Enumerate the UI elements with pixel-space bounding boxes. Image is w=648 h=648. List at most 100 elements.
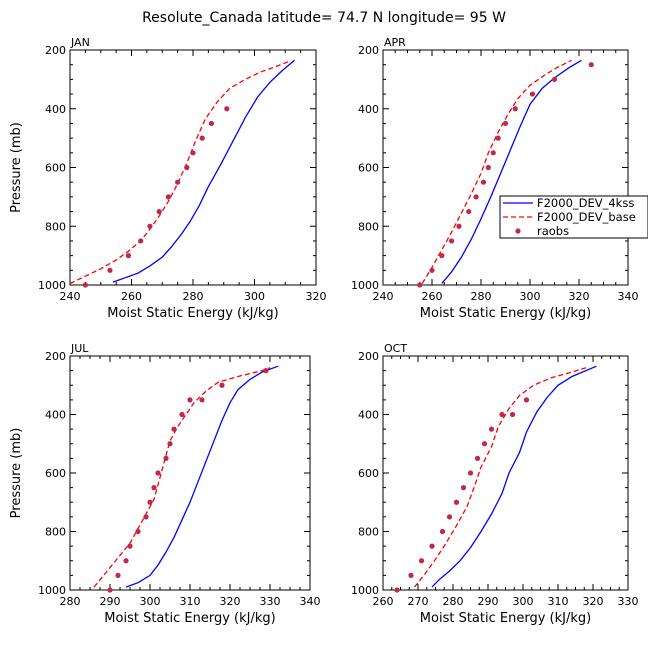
x-tick-label: 260	[422, 290, 443, 303]
y-tick-label: 200	[45, 350, 66, 363]
y-tick-label: 200	[45, 44, 66, 57]
raobs-point	[446, 514, 453, 520]
legend-label-4kss: F2000_DEV_4kss	[537, 196, 634, 210]
raobs-point	[588, 62, 594, 68]
raobs-point	[147, 499, 153, 505]
plot-frame	[382, 49, 629, 286]
raobs-point	[219, 382, 225, 388]
x-tick-label: 340	[300, 595, 321, 608]
raobs-point	[495, 135, 501, 141]
raobs-point	[208, 120, 215, 127]
plot-frame	[69, 355, 311, 591]
raobs-point	[418, 558, 425, 564]
legend-label-base: F2000_DEV_base	[537, 210, 636, 224]
x-tick-label: 320	[306, 290, 327, 303]
x-tick-label: 310	[180, 595, 201, 608]
raobs-point	[408, 572, 414, 578]
x-tick-label: 310	[548, 595, 569, 608]
y-tick-label: 600	[45, 467, 66, 480]
x-tick-label: 260	[121, 290, 142, 303]
y-axis-label: Pressure (mb)	[9, 428, 24, 519]
panel-label: APR	[384, 36, 406, 49]
x-axis-label: Moist Static Energy (kJ/kg)	[104, 611, 275, 626]
figure-title: Resolute_Canada latitude= 74.7 N longitu…	[142, 10, 506, 26]
series-line-base	[69, 61, 289, 285]
x-tick-label: 320	[583, 595, 604, 608]
panels-group: JAN 240 260 280 300 320 200 400 600 800 1000 Moist …	[9, 36, 639, 626]
y-tick-label: 600	[45, 162, 66, 175]
panel-oct: OCT 260 270 280 290 300 310 320 330 200 400 600 800 1…	[351, 342, 639, 626]
y-tick-label: 600	[358, 467, 379, 480]
series-line-4kss	[112, 59, 295, 283]
panel-jul: JUL 280 290 300 310 320 330 340 200 400 600 800 1000…	[9, 342, 321, 626]
legend-label-raobs: raobs	[537, 224, 569, 238]
raobs-point	[147, 223, 153, 229]
x-tick-label: 280	[471, 290, 492, 303]
raobs-point	[460, 485, 467, 491]
plot-frame	[69, 49, 317, 286]
raobs-point	[485, 164, 491, 171]
raobs-point	[490, 150, 496, 156]
raobs-point	[165, 194, 171, 200]
raobs-point	[224, 106, 230, 112]
x-tick-label: 240	[373, 290, 394, 303]
y-tick-label: 1000	[351, 279, 379, 292]
y-axis-label: Pressure (mb)	[9, 122, 24, 213]
panel-label: OCT	[384, 342, 407, 355]
raobs-point	[523, 397, 530, 403]
raobs-point	[480, 179, 487, 185]
y-tick-label: 800	[358, 526, 379, 539]
panel-apr: APR 240 260 280 300 320 340 200 400 600 800 1000 Moi…	[351, 36, 639, 321]
panel-jan: JAN 240 260 280 300 320 200 400 600 800 1000 Moist …	[9, 36, 327, 321]
y-tick-label: 400	[45, 409, 66, 422]
raobs-point	[429, 543, 435, 549]
raobs-point	[171, 426, 177, 432]
raobs-point	[509, 411, 516, 418]
raobs-point	[488, 426, 495, 432]
raobs-point	[82, 282, 88, 288]
x-tick-label: 330	[260, 595, 281, 608]
y-tick-label: 400	[45, 103, 66, 116]
y-tick-label: 200	[358, 350, 379, 363]
raobs-point	[179, 411, 185, 418]
raobs-point	[190, 150, 196, 156]
x-tick-label: 330	[618, 595, 639, 608]
y-tick-label: 800	[45, 220, 66, 233]
x-tick-label: 290	[478, 595, 499, 608]
x-tick-label: 300	[244, 290, 265, 303]
panel-label: JAN	[70, 36, 90, 49]
raobs-point	[125, 253, 132, 259]
x-tick-label: 290	[100, 595, 121, 608]
series-line-base	[413, 367, 587, 588]
raobs-point	[551, 76, 558, 82]
raobs-point	[138, 238, 144, 244]
raobs-point	[143, 514, 149, 520]
raobs-point	[473, 194, 479, 200]
raobs-point	[466, 208, 472, 215]
raobs-point	[167, 441, 173, 447]
y-tick-label: 1000	[38, 279, 66, 292]
raobs-point	[107, 587, 113, 593]
y-tick-label: 400	[358, 409, 379, 422]
x-tick-label: 280	[443, 595, 464, 608]
x-tick-label: 300	[520, 290, 541, 303]
series-line-4kss	[431, 365, 597, 588]
raobs-point	[456, 223, 462, 229]
raobs-point	[175, 179, 181, 185]
x-tick-label: 280	[60, 595, 81, 608]
x-tick-label: 270	[408, 595, 429, 608]
x-axis-label: Moist Static Energy (kJ/kg)	[107, 306, 278, 321]
raobs-point	[115, 572, 121, 578]
raobs-point	[417, 282, 423, 288]
x-tick-label: 260	[373, 595, 394, 608]
x-tick-label: 320	[569, 290, 590, 303]
raobs-point	[263, 368, 269, 374]
raobs-point	[481, 441, 488, 447]
y-tick-label: 200	[358, 44, 379, 57]
raobs-point	[439, 253, 445, 259]
raobs-point	[107, 267, 113, 273]
x-tick-label: 300	[140, 595, 161, 608]
raobs-point	[163, 455, 169, 461]
x-tick-label: 340	[618, 290, 639, 303]
y-tick-label: 800	[358, 220, 379, 233]
